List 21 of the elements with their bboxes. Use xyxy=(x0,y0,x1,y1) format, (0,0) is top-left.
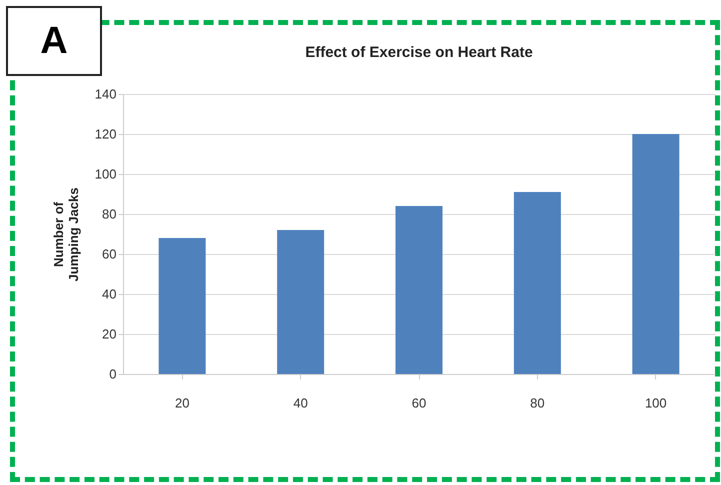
y-tick-label: 60 xyxy=(102,246,116,262)
y-axis-title: Number of Jumping Jacks xyxy=(50,188,81,282)
y-tick-label: 120 xyxy=(94,126,116,142)
bar xyxy=(158,238,206,374)
y-tick-label: 100 xyxy=(94,166,116,182)
y-tick-label: 0 xyxy=(109,366,116,382)
y-tick-label: 140 xyxy=(94,86,116,102)
bar xyxy=(277,230,324,374)
y-tick-label: 20 xyxy=(102,326,116,342)
x-tick-label: 40 xyxy=(293,396,308,410)
chart-title: Effect of Exercise on Heart Rate xyxy=(305,44,533,61)
bar xyxy=(396,206,442,374)
bar xyxy=(632,134,680,374)
text: A xyxy=(6,6,102,76)
x-tick-label: 100 xyxy=(644,396,667,410)
x-tick-label: 80 xyxy=(530,396,545,410)
x-tick-label: 60 xyxy=(412,396,426,410)
x-tick-label: 20 xyxy=(174,396,190,410)
y-tick-label: 80 xyxy=(102,206,116,222)
y-tick-label: 40 xyxy=(102,286,116,302)
bar xyxy=(514,192,561,374)
